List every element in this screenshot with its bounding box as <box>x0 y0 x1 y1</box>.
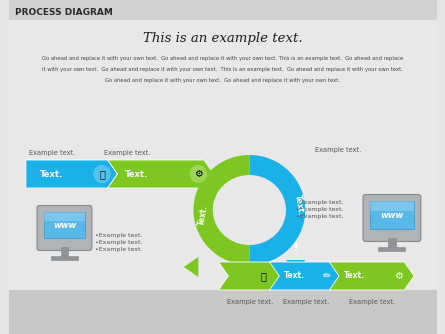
Text: !: ! <box>293 240 299 254</box>
Text: Text.: Text. <box>125 169 148 178</box>
Text: ✏: ✏ <box>322 271 331 281</box>
Text: Go ahead and replace it with your own text.  Go ahead and replace it with your o: Go ahead and replace it with your own te… <box>105 77 340 82</box>
Text: Example text.: Example text. <box>227 299 273 305</box>
Bar <box>51 256 78 260</box>
Polygon shape <box>26 160 117 188</box>
Text: This is an example text.: This is an example text. <box>142 31 302 44</box>
Bar <box>8 0 437 20</box>
FancyBboxPatch shape <box>37 205 92 250</box>
Text: •Example text.
•Example text.
•Example text.: •Example text. •Example text. •Example t… <box>295 200 343 219</box>
Polygon shape <box>184 257 198 277</box>
Text: Text.: Text. <box>284 272 305 281</box>
Text: ⚙: ⚙ <box>394 271 403 281</box>
Text: Example text.: Example text. <box>315 147 361 153</box>
Text: 🛒: 🛒 <box>99 169 105 179</box>
Text: www: www <box>53 220 76 229</box>
Bar <box>44 212 85 238</box>
Text: Text.: Text. <box>40 169 63 178</box>
Polygon shape <box>329 262 414 290</box>
Bar <box>388 238 396 247</box>
Bar <box>8 290 437 334</box>
Bar <box>378 247 405 251</box>
Text: Text.: Text. <box>197 204 210 226</box>
Text: it with your own text.  Go ahead and replace it with your own text.  This is an : it with your own text. Go ahead and repl… <box>42 66 403 71</box>
Bar <box>8 0 437 20</box>
Bar <box>8 20 437 290</box>
Polygon shape <box>270 262 342 290</box>
Text: Text.: Text. <box>293 194 306 216</box>
Bar <box>370 201 414 211</box>
Text: Example text.: Example text. <box>29 150 76 156</box>
Text: Example text.: Example text. <box>283 299 329 305</box>
Text: Text.: Text. <box>344 272 365 281</box>
Text: Example text.: Example text. <box>348 299 395 305</box>
Text: ⚙: ⚙ <box>194 169 203 179</box>
Polygon shape <box>218 262 281 290</box>
Bar <box>44 212 85 221</box>
Polygon shape <box>249 155 305 265</box>
Text: Example text.: Example text. <box>104 150 150 156</box>
Circle shape <box>190 165 207 183</box>
Text: PROCESS DIAGRAM: PROCESS DIAGRAM <box>15 7 113 16</box>
Text: 💬: 💬 <box>261 271 267 281</box>
Polygon shape <box>286 260 305 277</box>
Bar <box>370 201 414 229</box>
Text: www: www <box>380 210 404 219</box>
FancyBboxPatch shape <box>363 194 421 241</box>
Polygon shape <box>194 155 249 265</box>
Text: •Example text.
•Example text.
•Example text.: •Example text. •Example text. •Example t… <box>95 233 143 252</box>
Bar <box>61 247 68 256</box>
Polygon shape <box>108 160 214 188</box>
Text: Go ahead and replace it with your own text.  Go ahead and replace it with your o: Go ahead and replace it with your own te… <box>42 55 403 60</box>
Circle shape <box>93 165 111 183</box>
